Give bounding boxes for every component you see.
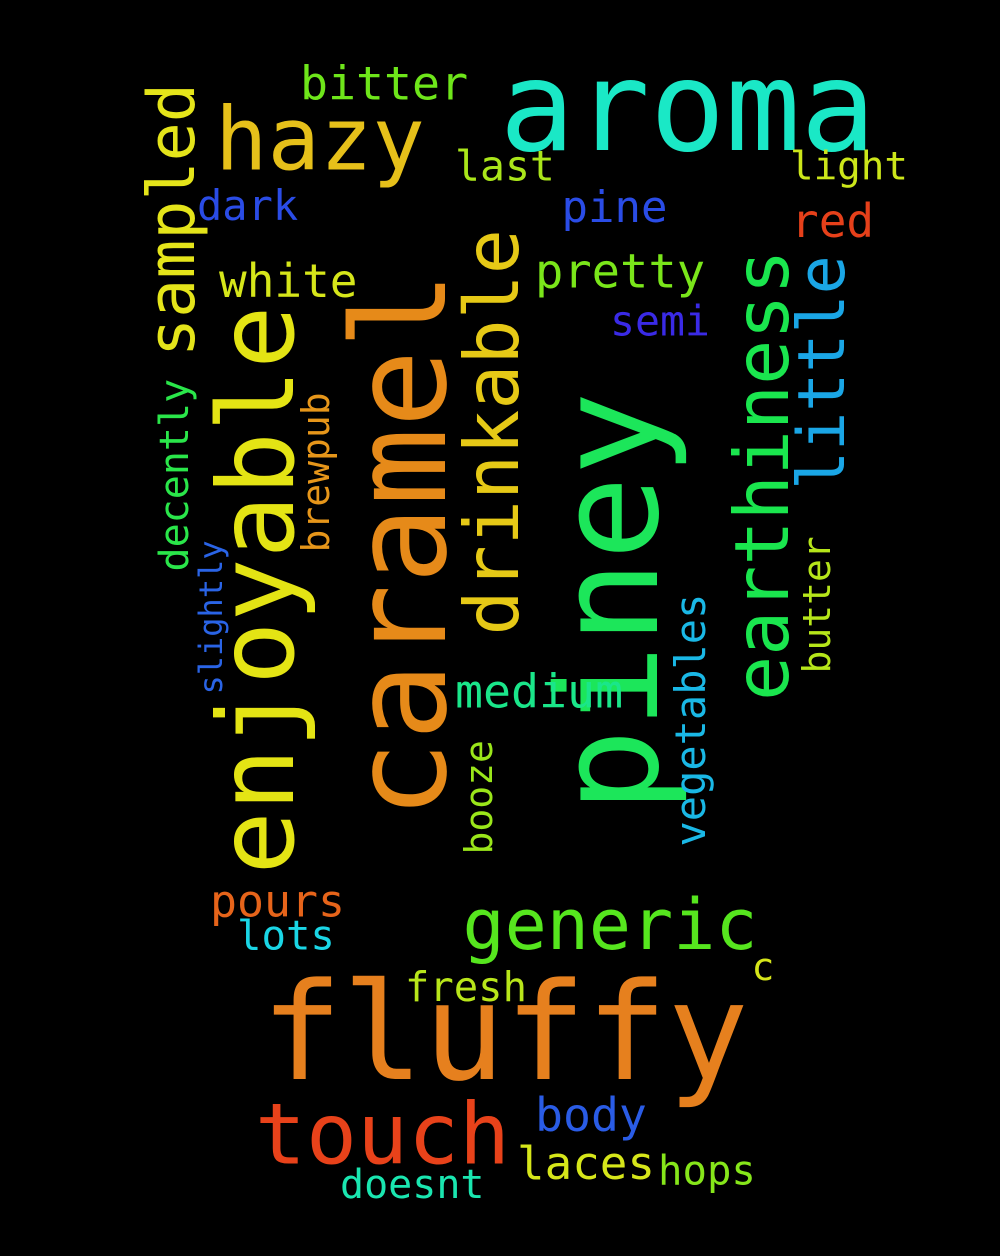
word-generic: generic xyxy=(462,884,758,966)
word-red: red xyxy=(791,194,875,248)
word-pine: pine xyxy=(561,182,668,233)
word-booze: booze xyxy=(457,740,501,855)
word-caramel: caramel xyxy=(324,271,476,819)
word-fluffy: fluffy xyxy=(261,954,749,1111)
word-fresh: fresh xyxy=(405,963,527,1011)
word-sampled: sampled xyxy=(135,83,210,357)
word-hazy: hazy xyxy=(215,88,425,191)
word-slightly: slightly xyxy=(192,540,230,695)
word-aroma: aroma xyxy=(499,35,876,180)
word-pours: pours xyxy=(210,874,345,928)
word-bitter: bitter xyxy=(300,56,469,111)
word-brewpub: brewpub xyxy=(294,392,338,553)
word-dark: dark xyxy=(197,181,299,230)
word-last: last xyxy=(455,141,555,191)
word-butter: butter xyxy=(795,536,839,674)
word-lots: lots xyxy=(237,911,335,960)
word-pretty: pretty xyxy=(535,244,706,300)
word-semi: semi xyxy=(610,296,710,346)
word-decently: decently xyxy=(152,378,198,572)
word-hops: hops xyxy=(658,1146,756,1195)
word-body: body xyxy=(535,1088,647,1142)
word-vegetables: vegetables xyxy=(666,593,715,847)
word-drinkable: drinkable xyxy=(448,229,536,636)
word-little: little xyxy=(785,255,860,490)
word-touch: touch xyxy=(255,1084,511,1184)
word-white: white xyxy=(219,254,358,308)
word-laces: laces xyxy=(517,1136,656,1190)
word-c: c xyxy=(751,945,775,989)
word-light: light xyxy=(790,144,908,190)
word-piney: piney xyxy=(528,391,691,813)
word-medium: medium xyxy=(455,664,624,719)
word-doesnt: doesnt xyxy=(340,1162,485,1208)
